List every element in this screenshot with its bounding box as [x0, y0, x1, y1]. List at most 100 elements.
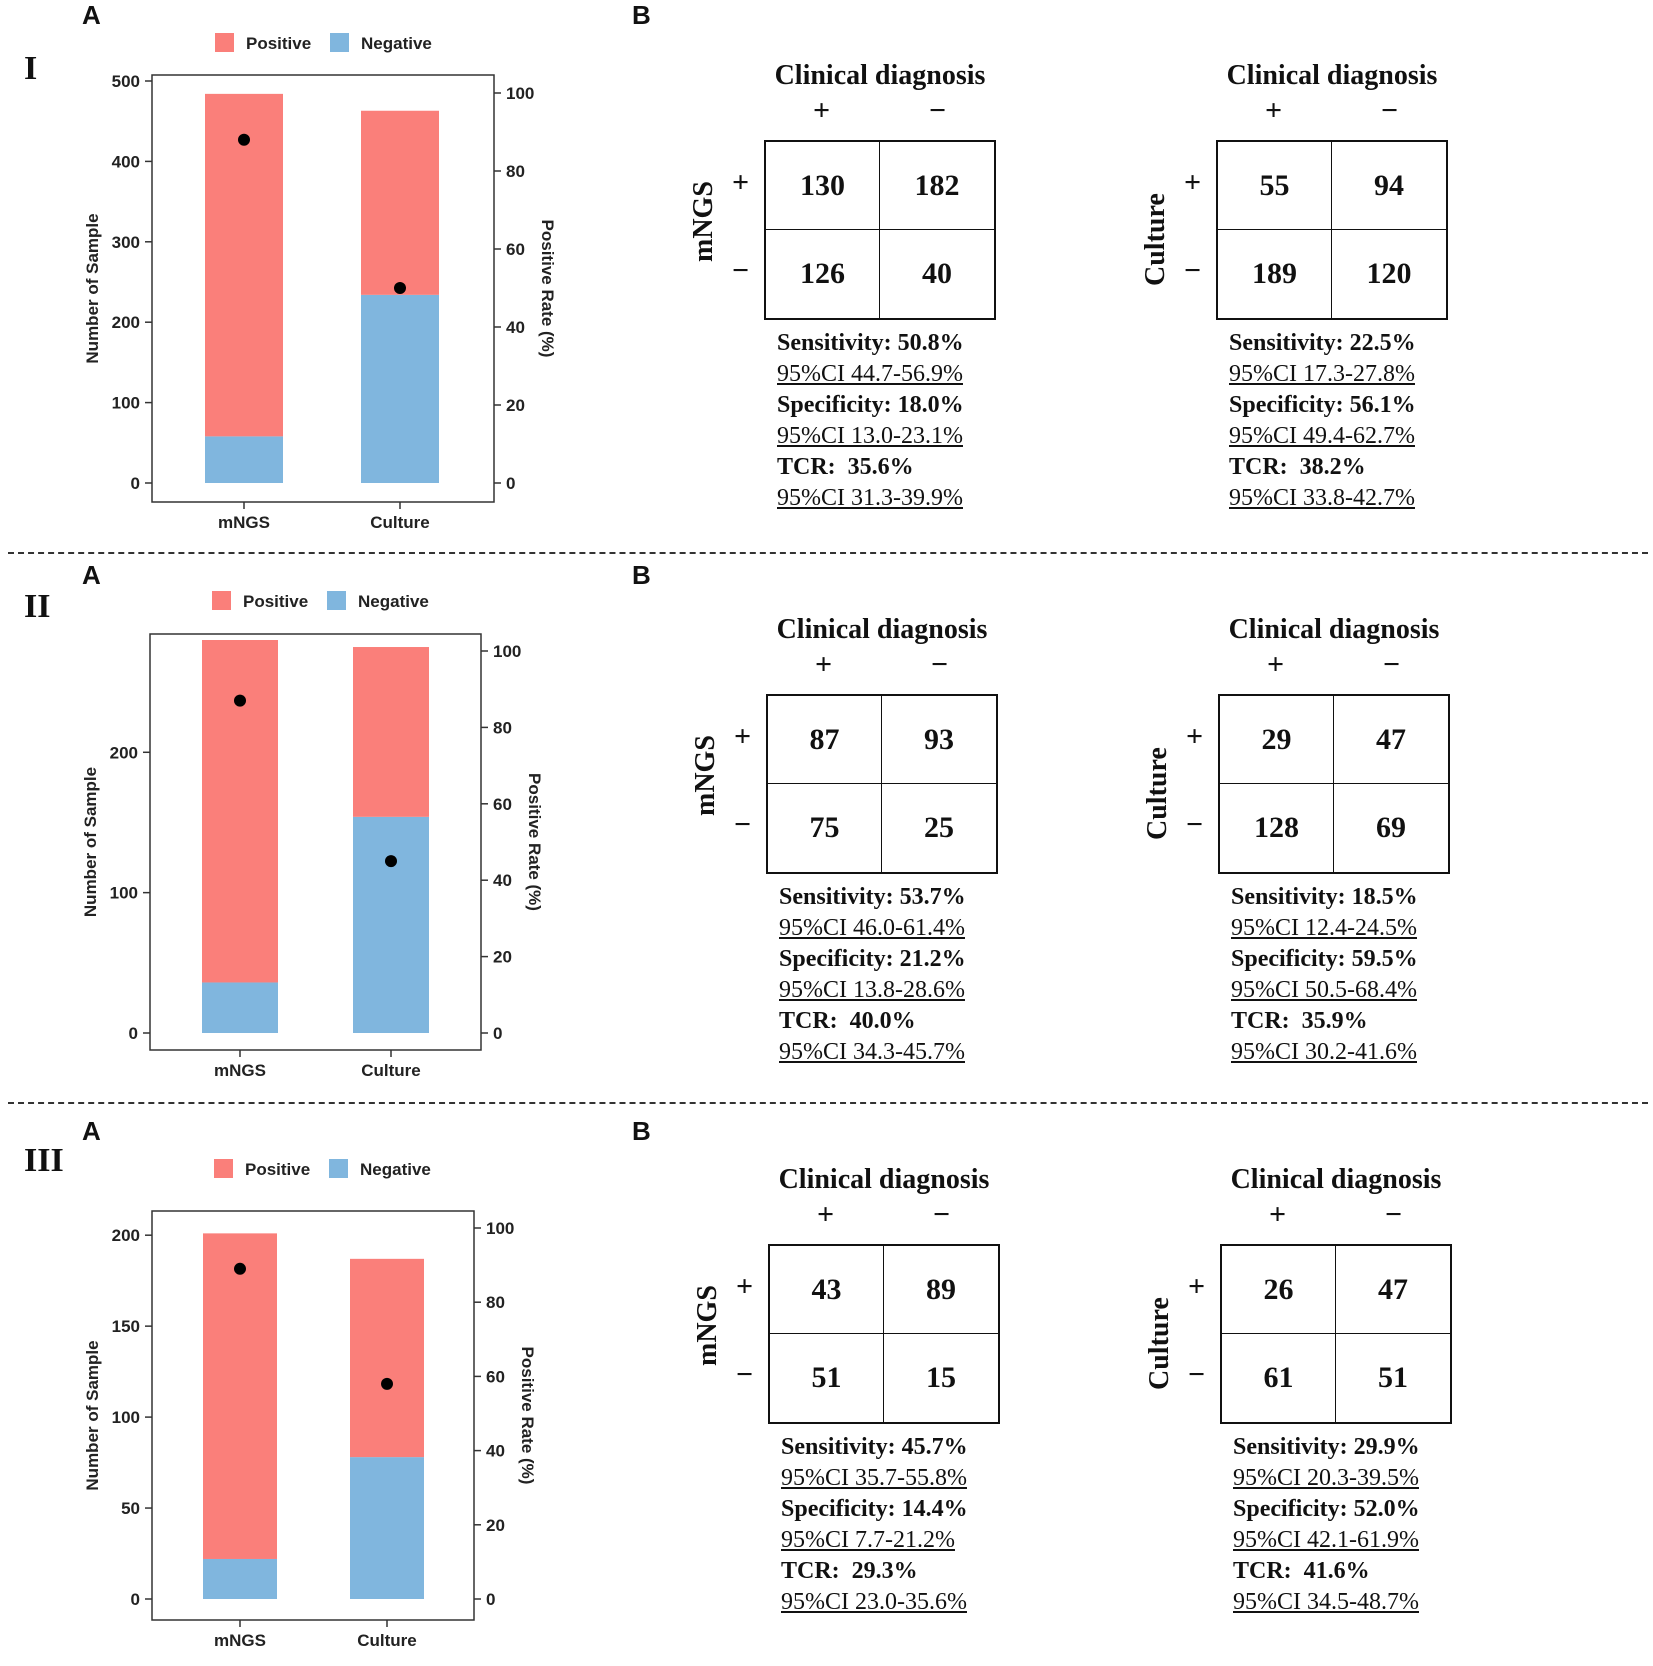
table-cell: 29 [1220, 696, 1334, 784]
right-tick-label: 0 [493, 1024, 502, 1043]
panel-b-label: B [632, 560, 651, 590]
left-tick-label: 500 [112, 72, 140, 91]
row-plus-sign: + [736, 1270, 754, 1303]
left-tick-label: 0 [131, 474, 140, 493]
col-plus-sign: + [1265, 94, 1283, 127]
left-tick-label: 50 [121, 1499, 140, 1518]
left-tick-label: 100 [110, 884, 138, 903]
right-tick-label: 100 [493, 642, 521, 661]
right-tick-label: 40 [506, 318, 525, 337]
left-tick-label: 0 [129, 1024, 138, 1043]
tcr-label: TCR: 35.6% [777, 454, 914, 480]
right-tick-label: 80 [493, 718, 512, 737]
row-minus-sign: − [736, 1358, 754, 1391]
positive-rate-point-culture [385, 855, 397, 868]
positive-rate-point-mngs [234, 1262, 246, 1275]
legend-positive-label: Positive [246, 34, 311, 53]
legend-positive-swatch [214, 1159, 233, 1178]
table-row-label: mNGS [688, 181, 719, 262]
table-cell: 189 [1218, 230, 1332, 318]
col-plus-sign: + [815, 648, 833, 681]
sensitivity-label: Sensitivity: 29.9% [1233, 1434, 1420, 1460]
specificity-ci: 95%CI 7.7-21.2% [781, 1527, 955, 1553]
table-cell: 61 [1222, 1334, 1336, 1422]
table-title: Clinical diagnosis [1228, 614, 1440, 645]
specificity-label: Specificity: 21.2% [779, 946, 966, 972]
positive-rate-point-mngs [234, 694, 246, 707]
tcr-ci: 95%CI 33.8-42.7% [1229, 485, 1415, 511]
tcr-label: TCR: 38.2% [1229, 454, 1366, 480]
plot-frame [151, 74, 495, 503]
sensitivity-label: Sensitivity: 45.7% [781, 1434, 968, 1460]
specificity-ci: 95%CI 13.8-28.6% [779, 977, 965, 1003]
y-axis-right-label: Positive Rate (%) [525, 773, 544, 911]
right-tick-label: 100 [506, 84, 534, 103]
x-tick-label: Culture [357, 1631, 417, 1650]
panel-a-label: A [82, 560, 101, 590]
row-plus-sign: + [1186, 720, 1204, 753]
right-tick-label: 100 [486, 1219, 514, 1238]
left-tick-label: 0 [131, 1590, 140, 1609]
right-tick-label: 80 [486, 1293, 505, 1312]
sensitivity-ci: 95%CI 20.3-39.5% [1233, 1465, 1419, 1491]
x-tick-label: mNGS [214, 1631, 266, 1650]
table-cell: 55 [1218, 142, 1332, 230]
panel-a-label: A [82, 0, 101, 30]
col-minus-sign: − [1383, 648, 1401, 681]
positive-rate-point-culture [394, 282, 406, 294]
table-row-label: Culture [1144, 1297, 1175, 1390]
table-cell: 128 [1220, 784, 1334, 872]
col-plus-sign: + [813, 94, 831, 127]
left-tick-label: 100 [112, 394, 140, 413]
stats-block: Sensitivity: 53.7% 95%CI 46.0-61.4% Specif… [779, 882, 966, 1068]
tcr-label: TCR: 35.9% [1231, 1008, 1368, 1034]
tcr-ci: 95%CI 23.0-35.6% [781, 1589, 967, 1615]
table-cell: 69 [1376, 811, 1406, 844]
bar-positive-culture [353, 647, 429, 817]
sensitivity-ci: 95%CI 44.7-56.9% [777, 361, 963, 387]
sensitivity-label: Sensitivity: 53.7% [779, 884, 966, 910]
y-axis-left-label: Number of Sample [83, 213, 102, 363]
bar-positive-mngs [202, 640, 278, 983]
sensitivity-label: Sensitivity: 18.5% [1231, 884, 1418, 910]
row-plus-sign: + [1184, 166, 1202, 199]
left-tick-label: 100 [112, 1408, 140, 1427]
x-tick-label: mNGS [214, 1061, 266, 1080]
row-plus-sign: + [1188, 1270, 1206, 1303]
row-minus-sign: − [734, 808, 752, 841]
table-grid: 26 47 61 51 [1220, 1244, 1452, 1424]
specificity-label: Specificity: 52.0% [1233, 1496, 1420, 1522]
y-axis-right-label: Positive Rate (%) [518, 1347, 537, 1485]
table-cell: 51 [770, 1334, 884, 1422]
bar-negative-mngs [205, 436, 283, 483]
table-cell: 94 [1332, 142, 1446, 230]
table-cell: 25 [924, 811, 954, 844]
specificity-ci: 95%CI 13.0-23.1% [777, 423, 963, 449]
bar-negative-mngs [202, 982, 278, 1033]
right-tick-label: 80 [506, 162, 525, 181]
table-cell: 43 [770, 1246, 884, 1334]
x-tick-label: mNGS [218, 513, 270, 532]
row-minus-sign: − [1184, 254, 1202, 287]
right-tick-label: 0 [506, 474, 515, 493]
table-grid: 55 94 189 120 [1216, 140, 1448, 320]
col-minus-sign: − [931, 648, 949, 681]
section-label: I [24, 50, 38, 87]
right-tick-label: 40 [493, 871, 512, 890]
table-cell: 93 [882, 696, 996, 784]
positive-rate-point-mngs [238, 133, 250, 146]
table-title: Clinical diagnosis [1226, 60, 1438, 91]
table-title: Clinical diagnosis [774, 60, 986, 91]
y-axis-right-label: Positive Rate (%) [538, 220, 557, 358]
right-tick-label: 20 [493, 948, 512, 967]
table-row-label: Culture [1142, 747, 1173, 840]
left-tick-label: 150 [112, 1317, 140, 1336]
right-tick-label: 20 [506, 396, 525, 415]
bar-positive-culture [350, 1258, 424, 1458]
table-cell: 15 [926, 1361, 956, 1394]
x-tick-label: Culture [370, 513, 430, 532]
left-tick-label: 200 [110, 743, 138, 762]
col-plus-sign: + [817, 1198, 835, 1231]
panel-a-label: A [82, 1116, 101, 1146]
bar-positive-culture [361, 110, 439, 295]
